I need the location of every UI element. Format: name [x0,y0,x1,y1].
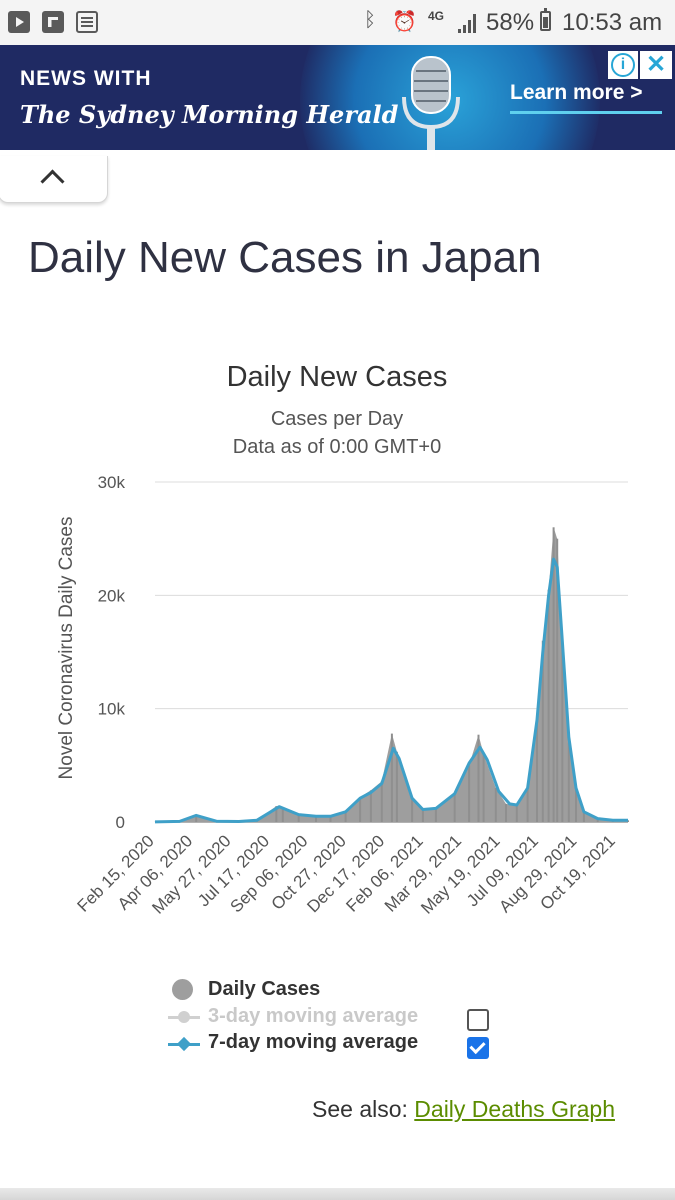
chart-data-date: Data as of 0:00 GMT+0 [233,436,441,458]
daily-case-bar [369,790,372,822]
ma7-checkbox[interactable] [467,1037,489,1059]
daily-case-bar [596,818,599,822]
see-also-label: See also: [312,1096,415,1122]
microphone-icon [402,56,460,150]
news-icon [76,11,98,33]
daily-case-bar [552,527,555,822]
daily-case-bar [515,805,518,822]
daily-case-bar [281,808,284,822]
daily-case-bar [359,797,362,822]
ma7-series [154,557,628,824]
daily-case-bar [505,803,507,822]
daily-case-bar [390,733,393,822]
legend-daily-swatch [172,979,193,1000]
daily-case-bar [494,788,497,822]
battery-percent: 58% [486,9,535,36]
legend-3day-average[interactable]: 3-day moving average [208,1005,419,1027]
y-tick-label: 30k [98,473,126,492]
daily-case-bar [482,754,485,822]
daily-case-bar [536,714,538,822]
daily-case-bar [582,812,585,822]
youtube-icon [8,11,30,33]
clock: 10:53 am [562,9,663,36]
daily-case-bar [556,538,559,822]
ad-banner[interactable]: NEWS WITH The Sydney Morning Herald Lear… [0,45,675,150]
daily-deaths-graph-link[interactable]: Daily Deaths Graph [414,1096,615,1122]
chevron-up-icon [40,169,65,194]
daily-case-bar [453,793,456,822]
flipboard-icon [42,11,64,33]
chart-subtitle: Cases per Day [271,408,403,430]
legend-7day-average[interactable]: 7-day moving average [208,1031,419,1053]
daily-case-bar [541,640,544,822]
ad-publication-logo: The Sydney Morning Herald [20,100,399,129]
y-axis-ticks: 0 10k 20k 30k [98,473,126,832]
daily-case-bar [395,751,398,822]
daily-case-bar [297,815,300,822]
bluetooth-icon: ᛒ [364,9,376,31]
daily-case-bar [275,806,278,822]
daily-case-bar [547,589,550,822]
ad-info-button[interactable]: i [608,51,638,79]
ma7-line [154,557,628,824]
ad-close-button[interactable]: ✕ [640,51,672,79]
collapse-ad-button[interactable] [0,156,108,203]
see-also: See also: Daily Deaths Graph [312,1096,615,1123]
daily-case-bar [421,809,424,822]
daily-case-bar [526,788,529,822]
daily-case-bar [195,815,198,822]
y-tick-label: 20k [98,586,126,605]
daily-case-bar [567,742,570,822]
network-type: 4G [428,9,445,23]
battery-icon [540,8,551,31]
ad-heading: NEWS WITH [20,67,152,90]
alarm-icon: ⏰ [392,11,417,33]
daily-case-bar [315,816,317,822]
daily-case-bar [411,799,414,822]
daily-case-bar [561,640,564,822]
daily-case-bar [380,781,383,822]
ma3-checkbox[interactable] [467,1009,489,1031]
page-title: Daily New Cases in Japan [28,233,542,282]
legend-daily-cases[interactable]: Daily Cases [208,978,321,1000]
daily-case-bar [344,811,347,822]
y-axis-label: Novel Coronavirus Daily Cases [56,517,77,780]
daily-case-bar [329,816,332,822]
daily-case-bar [575,788,577,822]
daily-case-bar [468,765,471,822]
y-tick-label: 10k [98,700,126,719]
ad-learn-more-link[interactable]: Learn more > [510,81,643,104]
info-icon: i [611,53,635,77]
y-tick-label: 0 [116,813,125,832]
daily-case-bar [477,734,480,822]
status-bar: ᛒ ⏰ 4G 58% 10:53 am [0,0,675,45]
chart-title: Daily New Cases [227,361,448,393]
daily-case-bar [434,808,437,822]
cases-chart: Daily New Cases Cases per Day Data as of… [56,361,629,918]
